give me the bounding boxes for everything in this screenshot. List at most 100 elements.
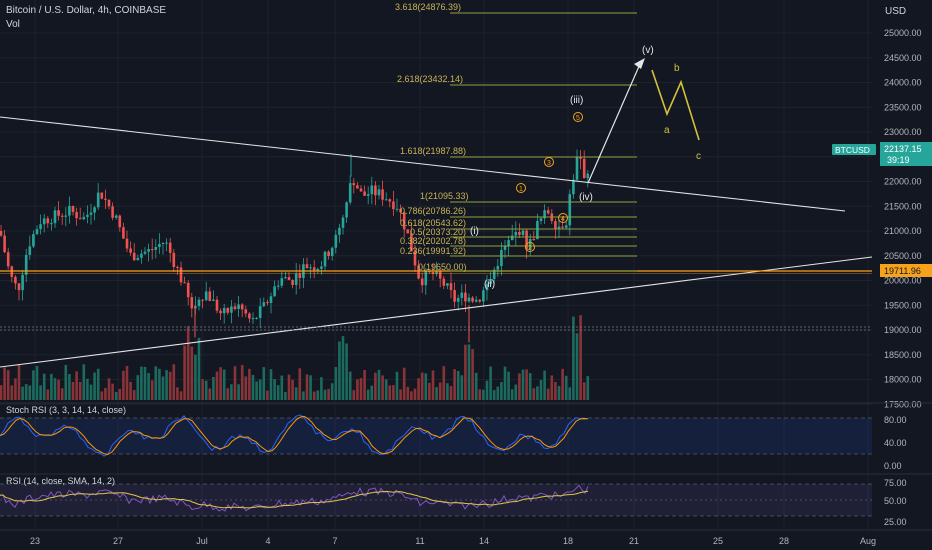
- candle-body: [503, 246, 507, 250]
- volume-bar: [507, 371, 510, 400]
- volume-bar: [377, 369, 381, 400]
- volume-bar: [402, 367, 406, 400]
- volume-bar: [359, 378, 363, 400]
- volume-bar: [312, 391, 316, 400]
- candle-body: [89, 212, 93, 215]
- subwave-markers: 1 2 3 4 5: [516, 112, 583, 252]
- candle-body: [230, 306, 233, 313]
- volume-bar: [474, 372, 478, 400]
- candle-body: [464, 292, 467, 302]
- candle-body: [6, 252, 10, 267]
- candle-body: [122, 227, 125, 239]
- volume-bar: [104, 387, 107, 400]
- date-tick-0: 23: [30, 536, 40, 546]
- volume-bar: [186, 326, 190, 400]
- candle-body: [510, 235, 514, 241]
- volume-bar: [219, 367, 222, 400]
- candle-body: [546, 210, 550, 214]
- fib-label-1618: 1.618(21987.88): [400, 146, 466, 156]
- volume-bar: [291, 379, 294, 400]
- trendline-upper[interactable]: [0, 116, 846, 212]
- candle-body: [582, 158, 586, 179]
- candle-body: [514, 231, 518, 236]
- volume-bar: [460, 375, 464, 400]
- stoch-k-line: [0, 414, 589, 457]
- time-axis[interactable]: 23 27 Jul 4 7 11 14 18 21 25 28 Aug: [30, 536, 876, 546]
- candle-body: [143, 251, 147, 254]
- candle-body: [528, 238, 532, 250]
- candle-body: [586, 173, 590, 179]
- wave-label-ii: (ii): [484, 279, 495, 290]
- candle-body: [298, 273, 302, 278]
- candle-body: [24, 254, 28, 275]
- candle-body: [147, 249, 150, 252]
- price-tick-3: 23500.00: [884, 102, 922, 112]
- candle-body: [32, 234, 35, 247]
- volume-bars: [0, 315, 590, 400]
- candle-body: [93, 207, 96, 213]
- volume-bar: [395, 371, 399, 400]
- volume-bar: [575, 333, 579, 400]
- volume-bar: [528, 373, 532, 400]
- candle-body: [496, 266, 500, 270]
- wave-labels: (i) (ii) (iii) (iv) (v) a b c: [470, 45, 701, 290]
- candle-body: [446, 283, 449, 286]
- candle-body: [161, 242, 165, 245]
- volume-bar: [363, 369, 366, 400]
- volume-bar: [28, 385, 32, 400]
- date-tick-1: 27: [113, 536, 123, 546]
- volume-bar: [302, 391, 305, 400]
- volume-bar: [410, 391, 413, 400]
- subwave-4-marker: [558, 213, 568, 223]
- trendline-lower[interactable]: [0, 256, 873, 368]
- candle-body: [78, 218, 82, 220]
- candle-body: [50, 223, 53, 225]
- candle-body: [212, 299, 215, 301]
- volume-bar: [35, 366, 39, 400]
- volume-bar: [309, 375, 312, 400]
- symbol-badge: [832, 144, 876, 155]
- candle-body: [442, 278, 446, 286]
- candle-body: [140, 253, 143, 258]
- volume-bar: [165, 370, 168, 400]
- volume-bar: [251, 374, 255, 400]
- fib-label-2618: 2.618(23432.14): [397, 74, 463, 84]
- price-axis[interactable]: 25000.00 24500.00 24000.00 23500.00 23000.00…: [884, 28, 922, 409]
- date-tick-9: 25: [713, 536, 723, 546]
- stoch-d-line: [0, 415, 589, 455]
- volume-bar: [82, 364, 86, 400]
- volume-bar: [384, 379, 388, 400]
- candle-body: [370, 185, 374, 195]
- volume-bar: [550, 375, 554, 400]
- volume-bar: [392, 385, 395, 400]
- volume-bar: [561, 368, 564, 400]
- volume-bar: [568, 387, 572, 400]
- volume-bar: [136, 375, 140, 400]
- volume-bar: [518, 373, 521, 400]
- volume-bar: [172, 364, 176, 400]
- price-tick-11: 19500.00: [884, 300, 922, 310]
- candle-body: [395, 208, 399, 210]
- candle-body: [100, 192, 104, 199]
- candle-body: [179, 267, 183, 283]
- candle-body: [500, 249, 503, 267]
- candle-body: [273, 286, 276, 297]
- volume-bar: [456, 370, 460, 400]
- candle-body: [345, 202, 348, 218]
- stoch-tick-80: 80.00: [884, 415, 907, 425]
- candle-body: [312, 267, 316, 271]
- date-tick-5: 11: [415, 536, 424, 546]
- volume-bar: [500, 382, 503, 400]
- candle-body: [474, 299, 478, 302]
- volume-bar: [482, 389, 485, 400]
- candle-body: [276, 285, 280, 287]
- volume-bar: [316, 390, 320, 400]
- price-badge: [880, 142, 932, 166]
- volume-bar: [489, 366, 492, 400]
- candle-body: [82, 216, 86, 220]
- date-tick-11: Aug: [860, 536, 876, 546]
- candle-body: [176, 266, 179, 268]
- candle-body: [471, 297, 474, 302]
- candle-body: [154, 247, 158, 250]
